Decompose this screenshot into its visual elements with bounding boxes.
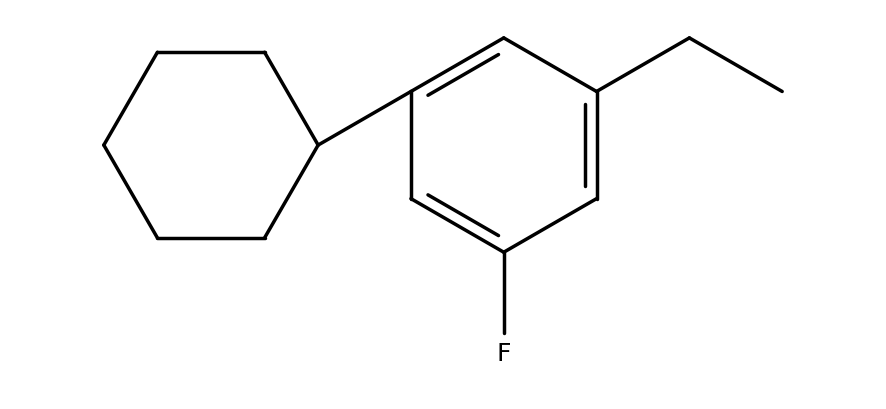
Text: F: F: [496, 342, 511, 365]
